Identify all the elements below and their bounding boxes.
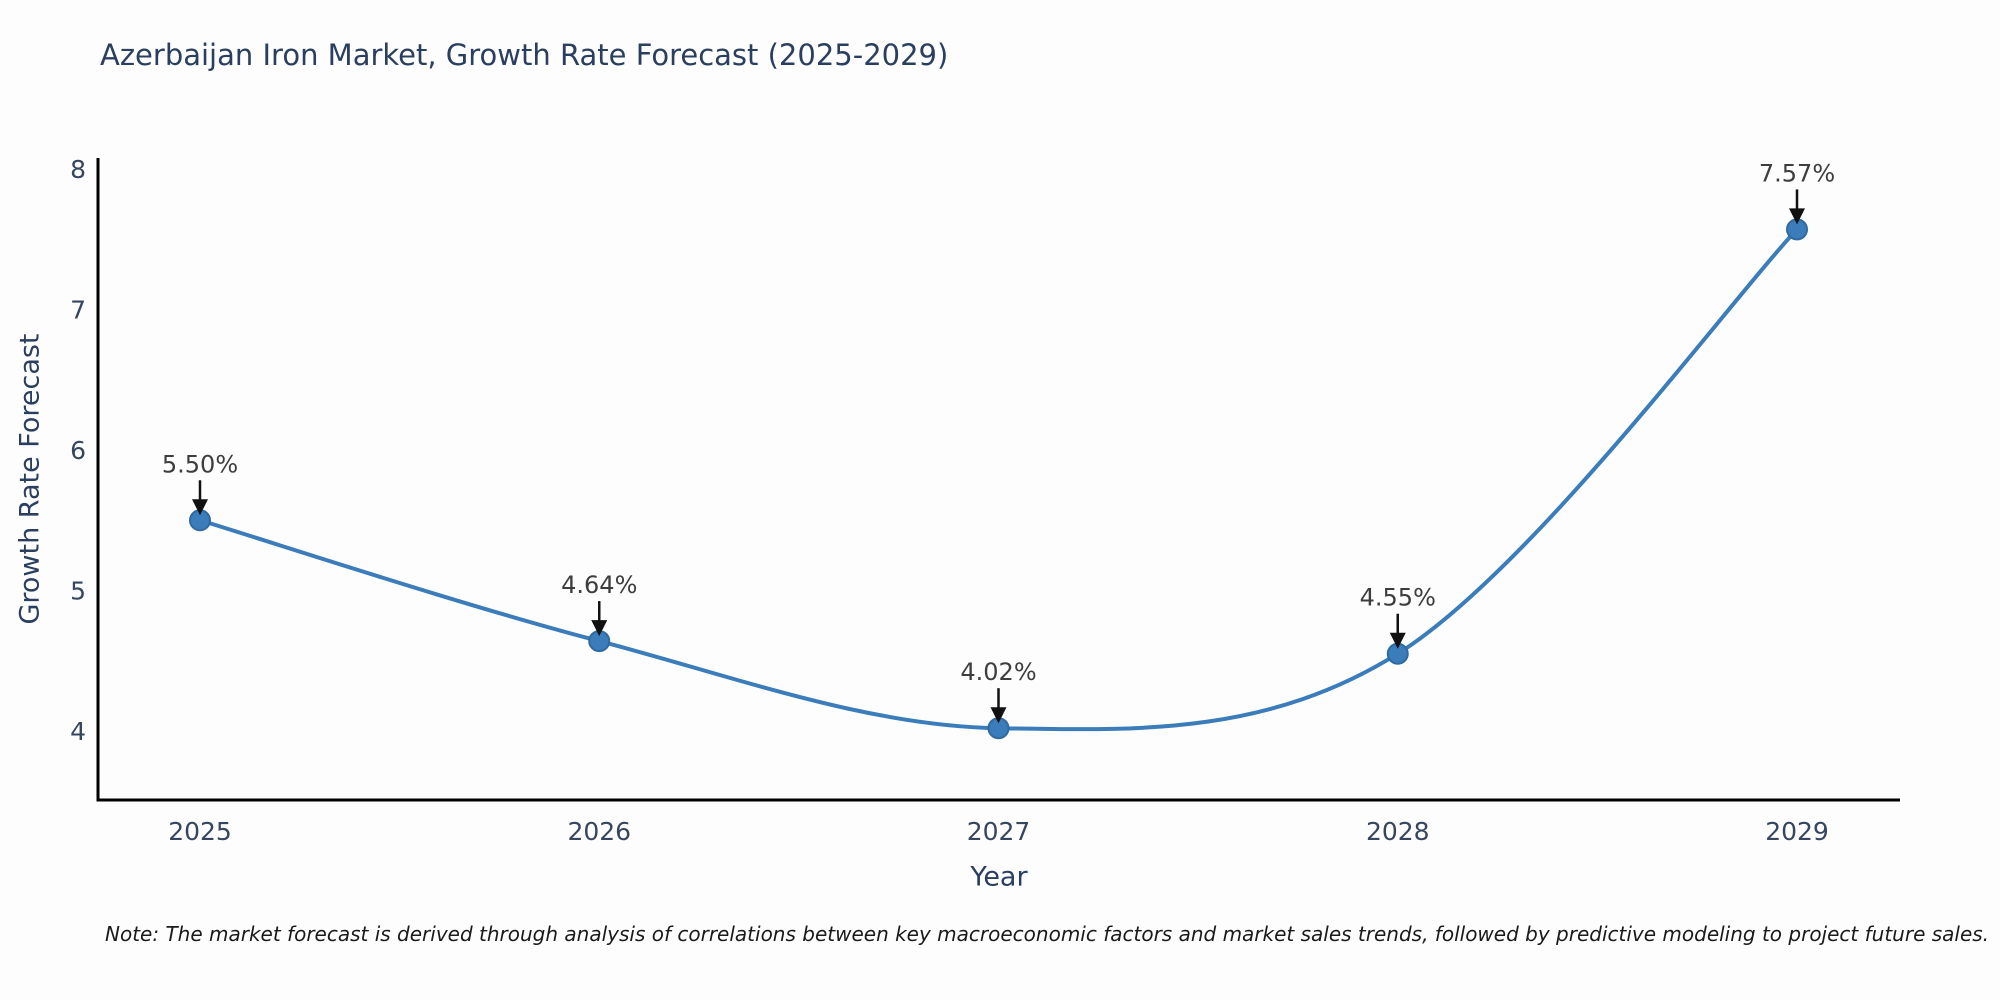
data-point-label: 7.57% <box>1759 159 1835 187</box>
annotation-arrowhead <box>1389 632 1406 649</box>
x-tick-label: 2029 <box>1765 817 1829 846</box>
y-tick-label: 6 <box>70 436 86 465</box>
footnote: Note: The market forecast is derived thr… <box>105 922 1990 946</box>
x-tick-label: 2025 <box>168 817 232 846</box>
y-tick-label: 5 <box>70 577 86 606</box>
x-tick-label: 2026 <box>567 817 631 846</box>
data-point-label: 4.64% <box>561 571 637 599</box>
y-tick-label: 8 <box>70 155 86 184</box>
x-tick-label: 2027 <box>967 817 1031 846</box>
forecast-line <box>198 227 1799 732</box>
annotation-arrowhead <box>591 620 608 637</box>
annotation-arrowhead <box>192 499 208 516</box>
data-point-label: 5.50% <box>162 450 238 478</box>
data-point-label: 4.55% <box>1360 584 1436 612</box>
y-tick-label: 7 <box>70 296 86 325</box>
annotation-arrowhead <box>990 707 1007 724</box>
x-axis-title: Year <box>970 861 1028 893</box>
annotation-arrowhead <box>1789 208 1805 225</box>
x-tick-label: 2028 <box>1366 817 1430 846</box>
chart-title: Azerbaijan Iron Market, Growth Rate Fore… <box>100 38 949 72</box>
y-tick-label: 4 <box>70 717 86 746</box>
data-point-label: 4.02% <box>960 658 1036 686</box>
